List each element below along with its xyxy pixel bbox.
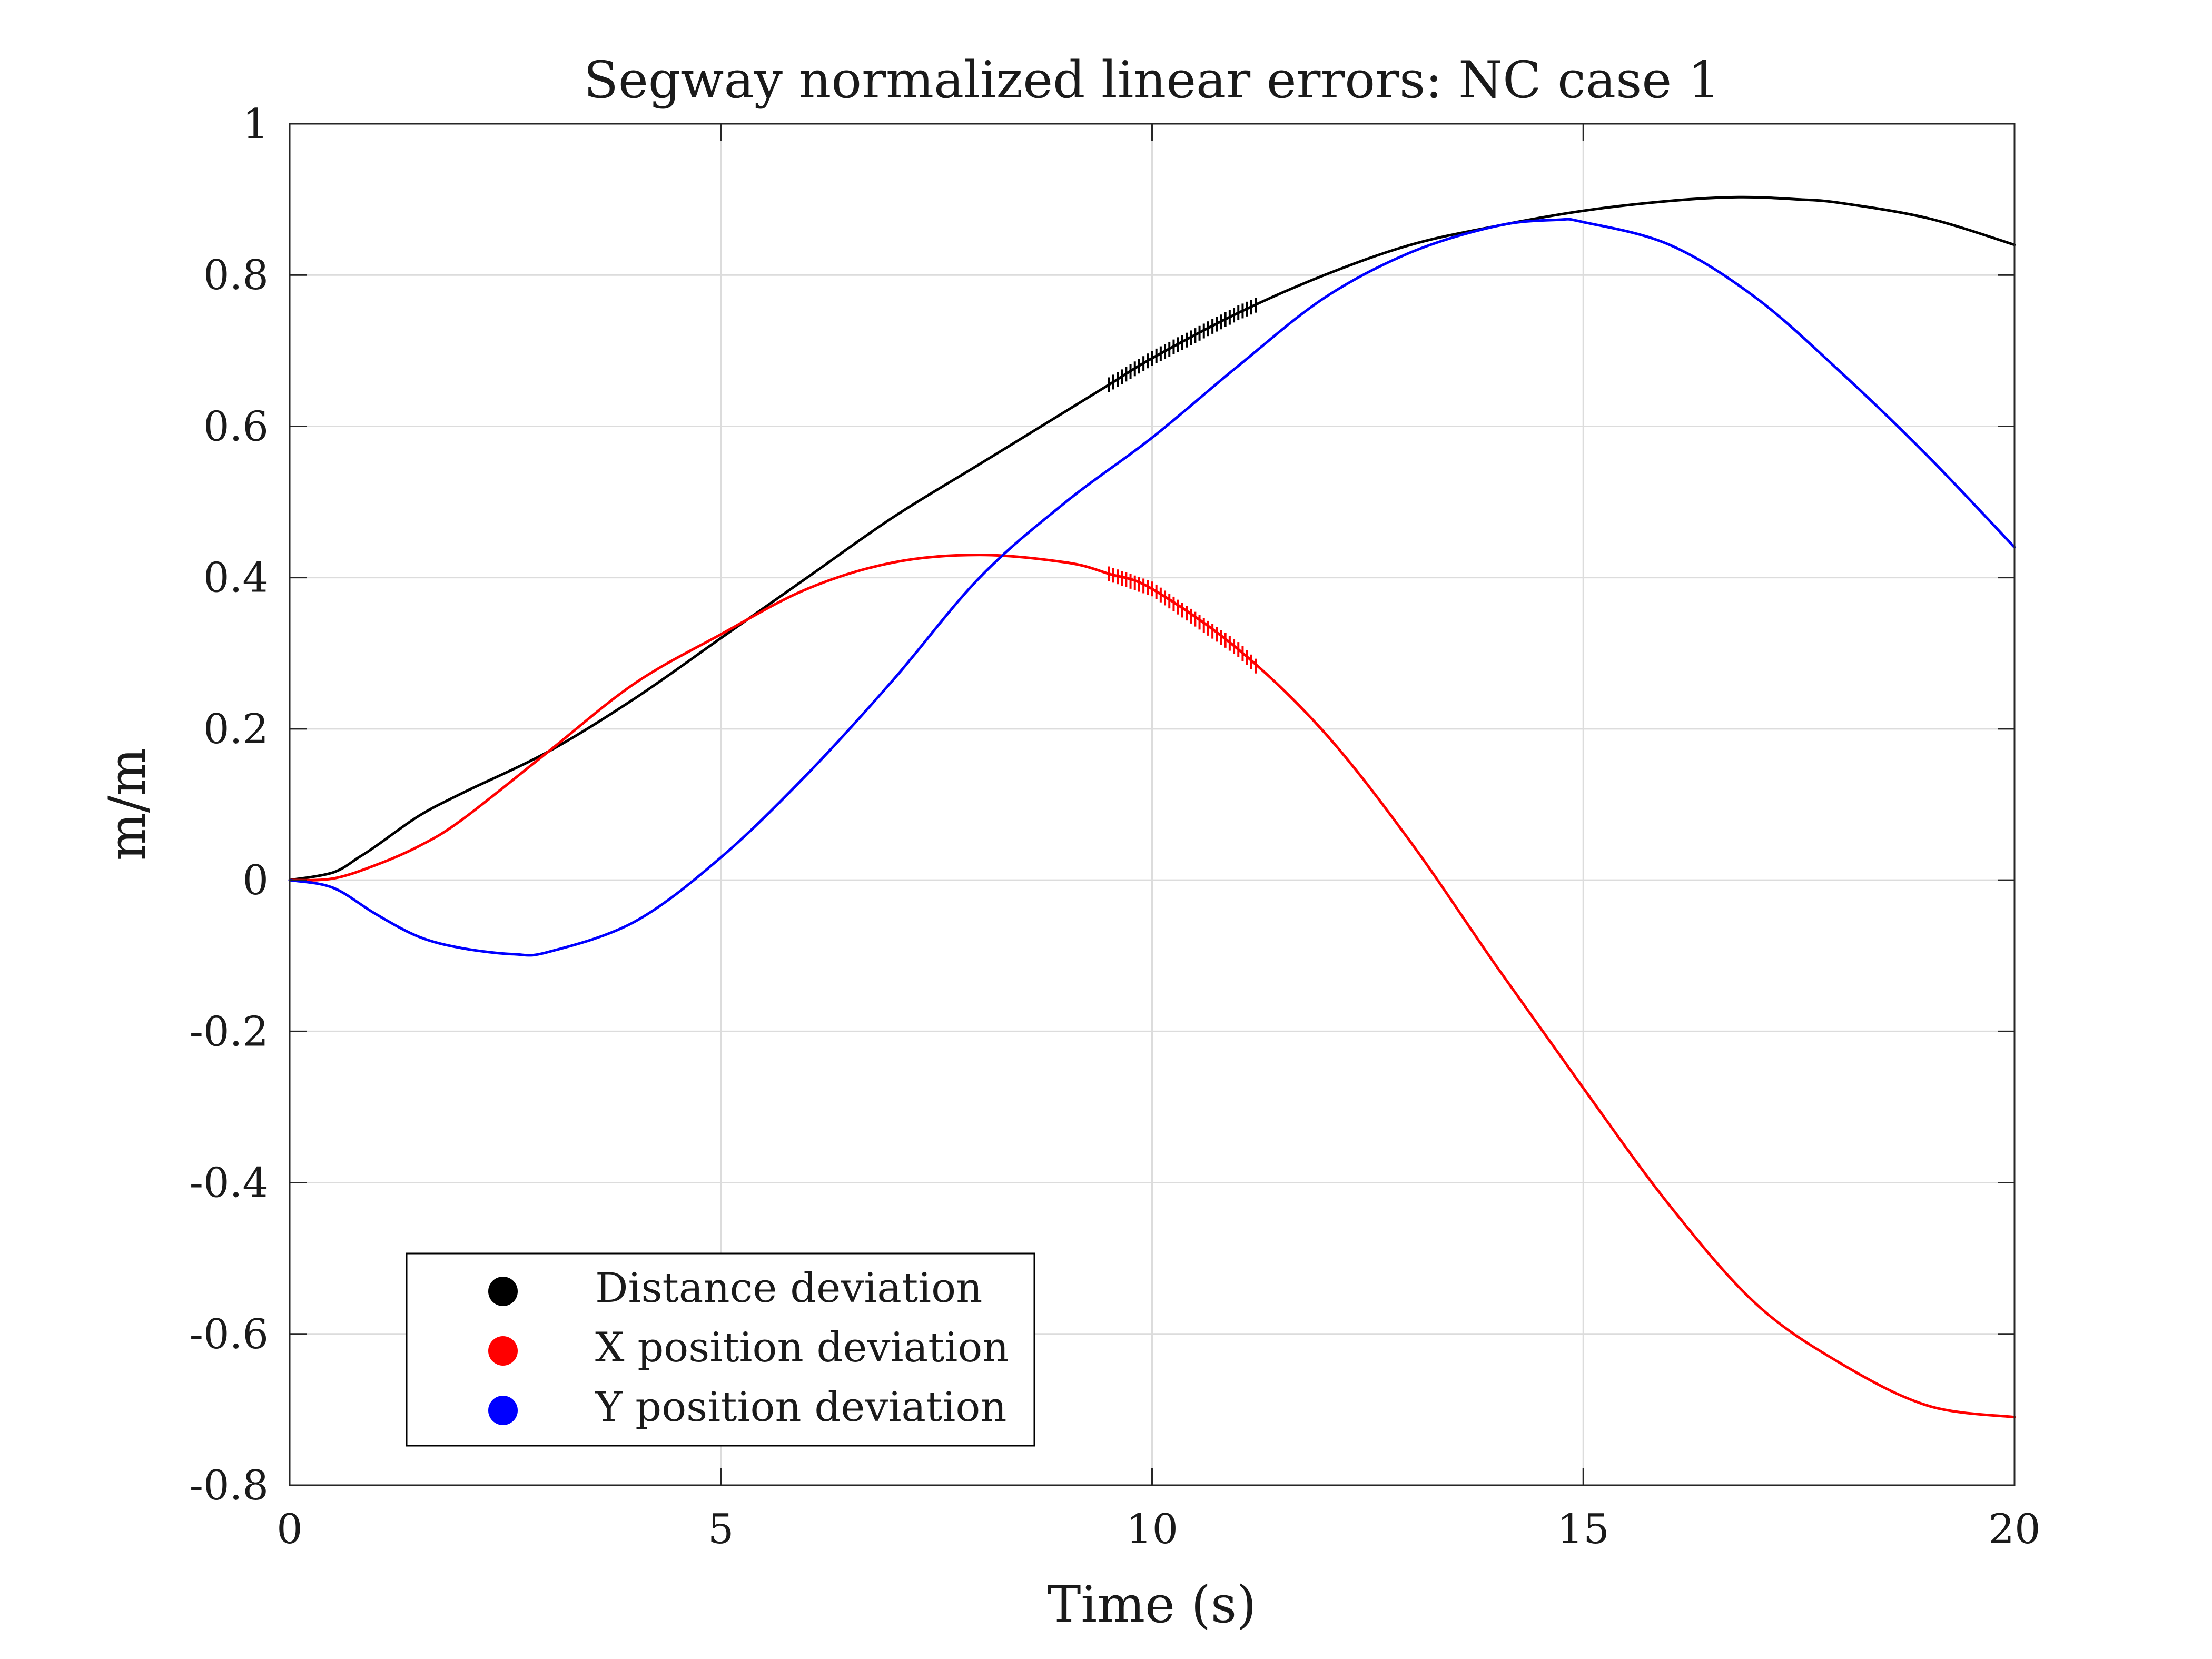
legend: Distance deviation X position deviation …	[406, 1252, 1035, 1447]
legend-label-distance: Distance deviation	[595, 1265, 982, 1312]
y-tick-label: 0.2	[203, 706, 269, 753]
series-line-distance	[288, 195, 2016, 882]
chart-title: Segway normalized linear errors: NC case…	[584, 51, 1720, 110]
series-jitter-distance	[1108, 298, 1257, 392]
x-tick-label: 0	[276, 1506, 303, 1553]
ticks	[289, 123, 2016, 1486]
series-jitter-x-position	[1108, 566, 1257, 674]
legend-label-x-position: X position deviation	[595, 1324, 1009, 1371]
series-line-y-position	[288, 218, 2016, 957]
y-tick-label: 1	[242, 101, 269, 148]
legend-marker-x-position	[488, 1336, 518, 1366]
y-tick-label: -0.6	[190, 1311, 269, 1358]
y-tick-label: 0	[242, 857, 269, 904]
y-tick-label: -0.8	[190, 1462, 269, 1509]
x-tick-label: 20	[1988, 1506, 2040, 1553]
y-tick-label: -0.4	[190, 1160, 269, 1207]
x-tick-label: 5	[708, 1506, 734, 1553]
series-layer	[288, 195, 2016, 1419]
legend-label-y-position: Y position deviation	[595, 1384, 1007, 1431]
legend-marker-y-position	[488, 1396, 518, 1425]
y-tick-label: 0.6	[203, 403, 269, 450]
y-tick-label: -0.2	[190, 1008, 269, 1055]
y-axis-label: m/m	[98, 748, 157, 861]
y-tick-label: 0.4	[203, 555, 269, 602]
x-tick-label: 15	[1557, 1506, 1609, 1553]
legend-marker-distance	[488, 1277, 518, 1306]
x-axis-label: Time (s)	[1047, 1575, 1256, 1634]
tick-labels: 0 5 10 15 20 -0.8 -0.6 -0.4 -0.2 0 0.2 0.4 0.6 0.8 1	[190, 101, 2041, 1553]
x-tick-label: 10	[1126, 1506, 1178, 1553]
y-tick-label: 0.8	[203, 252, 269, 299]
